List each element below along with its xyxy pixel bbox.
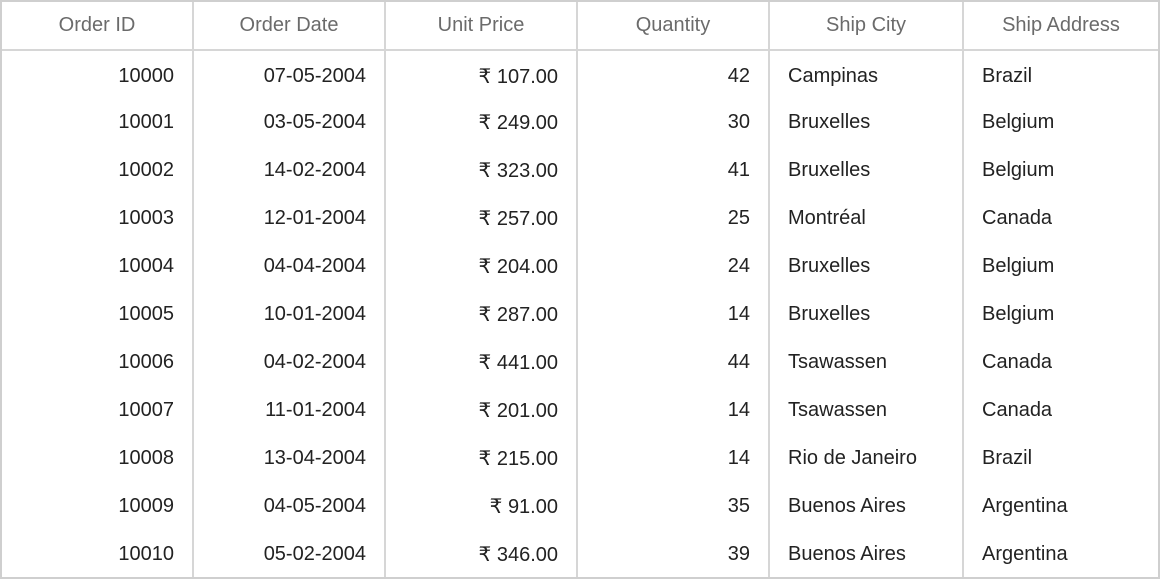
cell-unit-price[interactable]: ₹ 323.00 (385, 146, 578, 194)
table-row[interactable]: 10000 07-05-2004 ₹ 107.00 42 Campinas Br… (2, 50, 1158, 98)
cell-unit-price[interactable]: ₹ 107.00 (385, 50, 578, 98)
cell-quantity[interactable]: 30 (577, 98, 770, 146)
cell-order-id[interactable]: 10004 (2, 242, 194, 290)
cell-ship-address[interactable]: Belgium (982, 302, 1055, 325)
cell-order-date[interactable]: 12-01-2004 (193, 194, 386, 242)
table-row[interactable]: 10001 03-05-2004 ₹ 249.00 30 Bruxelles B… (2, 98, 1158, 146)
cell-unit-price[interactable]: ₹ 257.00 (385, 194, 578, 242)
grid-header: Order ID Order Date Unit Price Quantity … (2, 2, 1158, 51)
cell-order-id[interactable]: 10007 (2, 386, 194, 434)
cell-ship-city[interactable]: Montréal (769, 194, 964, 242)
cell-order-date[interactable]: 04-05-2004 (193, 482, 386, 530)
cell-order-date[interactable]: 14-02-2004 (193, 146, 386, 194)
header-row: Order ID Order Date Unit Price Quantity … (2, 2, 1158, 51)
table-row[interactable]: 10010 05-02-2004 ₹ 346.00 39 Buenos Aire… (2, 530, 1158, 577)
cell-order-date[interactable]: 07-05-2004 (193, 50, 386, 98)
cell-quantity[interactable]: 35 (577, 482, 770, 530)
cell-ship-address[interactable]: Canada (982, 398, 1053, 421)
cell-order-date[interactable]: 04-02-2004 (193, 338, 386, 386)
column-header-quantity[interactable]: Quantity (577, 2, 770, 51)
column-header-ship-city[interactable]: Ship City (769, 2, 964, 51)
cell-order-date[interactable]: 04-04-2004 (193, 242, 386, 290)
cell-ship-city[interactable]: Buenos Aires (769, 482, 964, 530)
table-row[interactable]: 10005 10-01-2004 ₹ 287.00 14 Bruxelles B… (2, 290, 1158, 338)
cell-ship-address[interactable]: Canada (982, 206, 1053, 229)
cell-ship-city[interactable]: Campinas (769, 50, 964, 98)
table-row[interactable]: 10002 14-02-2004 ₹ 323.00 41 Bruxelles B… (2, 146, 1158, 194)
cell-order-id[interactable]: 10000 (2, 50, 194, 98)
cell-order-id[interactable]: 10008 (2, 434, 194, 482)
cell-unit-price[interactable]: ₹ 249.00 (385, 98, 578, 146)
cell-order-date[interactable]: 13-04-2004 (193, 434, 386, 482)
cell-ship-address[interactable]: Argentina (982, 494, 1068, 517)
cell-ship-city[interactable]: Tsawassen (769, 386, 964, 434)
column-header-ship-address[interactable]: Ship Address (963, 2, 1158, 51)
cell-unit-price[interactable]: ₹ 215.00 (385, 434, 578, 482)
cell-order-id[interactable]: 10002 (2, 146, 194, 194)
cell-unit-price[interactable]: ₹ 204.00 (385, 242, 578, 290)
cell-unit-price[interactable]: ₹ 346.00 (385, 530, 578, 577)
cell-order-id[interactable]: 10001 (2, 98, 194, 146)
table-row[interactable]: 10009 04-05-2004 ₹ 91.00 35 Buenos Aires… (2, 482, 1158, 530)
cell-order-date[interactable]: 03-05-2004 (193, 98, 386, 146)
column-header-order-date[interactable]: Order Date (193, 2, 386, 51)
grid-body: 10000 07-05-2004 ₹ 107.00 42 Campinas Br… (2, 50, 1158, 577)
cell-ship-city[interactable]: Bruxelles (769, 290, 964, 338)
cell-ship-address[interactable]: Brazil (982, 446, 1033, 469)
cell-quantity[interactable]: 14 (577, 434, 770, 482)
cell-ship-address[interactable]: Argentina (982, 542, 1068, 565)
cell-unit-price[interactable]: ₹ 287.00 (385, 290, 578, 338)
cell-unit-price[interactable]: ₹ 201.00 (385, 386, 578, 434)
cell-ship-address[interactable]: Canada (982, 350, 1053, 373)
cell-quantity[interactable]: 41 (577, 146, 770, 194)
cell-order-id[interactable]: 10003 (2, 194, 194, 242)
cell-order-id[interactable]: 10010 (2, 530, 194, 577)
cell-quantity[interactable]: 14 (577, 290, 770, 338)
cell-ship-address[interactable]: Brazil (982, 65, 1033, 87)
cell-quantity[interactable]: 24 (577, 242, 770, 290)
cell-order-date[interactable]: 10-01-2004 (193, 290, 386, 338)
table-row[interactable]: 10008 13-04-2004 ₹ 215.00 14 Rio de Jane… (2, 434, 1158, 482)
cell-ship-city[interactable]: Rio de Janeiro (769, 434, 964, 482)
table-row[interactable]: 10004 04-04-2004 ₹ 204.00 24 Bruxelles B… (2, 242, 1158, 290)
cell-order-id[interactable]: 10005 (2, 290, 194, 338)
cell-order-date[interactable]: 05-02-2004 (193, 530, 386, 577)
cell-ship-city[interactable]: Buenos Aires (769, 530, 964, 577)
cell-quantity[interactable]: 39 (577, 530, 770, 577)
cell-quantity[interactable]: 25 (577, 194, 770, 242)
column-header-order-id[interactable]: Order ID (2, 2, 194, 51)
cell-order-date[interactable]: 11-01-2004 (193, 386, 386, 434)
column-header-unit-price[interactable]: Unit Price (385, 2, 578, 51)
cell-ship-city[interactable]: Bruxelles (769, 98, 964, 146)
cell-ship-city[interactable]: Tsawassen (769, 338, 964, 386)
cell-ship-address[interactable]: Belgium (982, 158, 1055, 181)
cell-order-id[interactable]: 10009 (2, 482, 194, 530)
cell-quantity[interactable]: 42 (577, 50, 770, 98)
cell-quantity[interactable]: 44 (577, 338, 770, 386)
table-row[interactable]: 10003 12-01-2004 ₹ 257.00 25 Montréal Ca… (2, 194, 1158, 242)
cell-ship-address[interactable]: Belgium (982, 254, 1055, 277)
cell-unit-price[interactable]: ₹ 441.00 (385, 338, 578, 386)
cell-ship-city[interactable]: Bruxelles (769, 242, 964, 290)
cell-unit-price[interactable]: ₹ 91.00 (385, 482, 578, 530)
cell-order-id[interactable]: 10006 (2, 338, 194, 386)
table-row[interactable]: 10007 11-01-2004 ₹ 201.00 14 Tsawassen C… (2, 386, 1158, 434)
cell-quantity[interactable]: 14 (577, 386, 770, 434)
table-row[interactable]: 10006 04-02-2004 ₹ 441.00 44 Tsawassen C… (2, 338, 1158, 386)
cell-ship-address[interactable]: Belgium (982, 110, 1055, 133)
cell-ship-city[interactable]: Bruxelles (769, 146, 964, 194)
